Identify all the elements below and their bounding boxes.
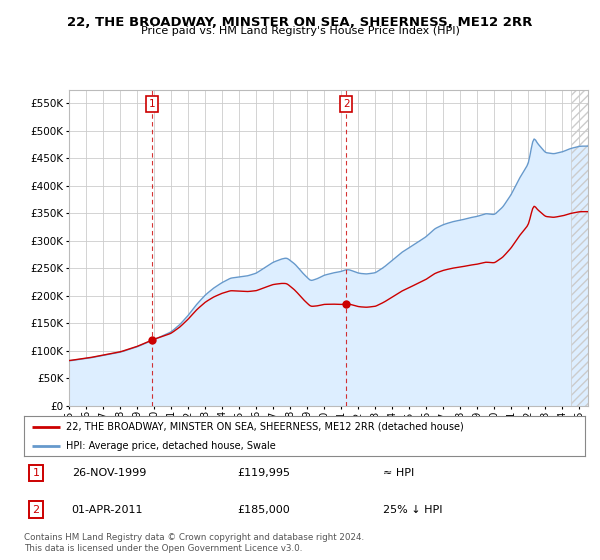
Text: 01-APR-2011: 01-APR-2011 — [71, 505, 143, 515]
Text: £185,000: £185,000 — [237, 505, 290, 515]
Text: Contains HM Land Registry data © Crown copyright and database right 2024.
This d: Contains HM Land Registry data © Crown c… — [24, 533, 364, 553]
Text: £119,995: £119,995 — [237, 468, 290, 478]
Text: 1: 1 — [32, 468, 40, 478]
Text: 25% ↓ HPI: 25% ↓ HPI — [383, 505, 443, 515]
Text: Price paid vs. HM Land Registry's House Price Index (HPI): Price paid vs. HM Land Registry's House … — [140, 26, 460, 36]
Text: 2: 2 — [32, 505, 40, 515]
Text: HPI: Average price, detached house, Swale: HPI: Average price, detached house, Swal… — [66, 441, 276, 450]
Text: 2: 2 — [343, 99, 350, 109]
Text: ≈ HPI: ≈ HPI — [383, 468, 414, 478]
Text: 1: 1 — [149, 99, 155, 109]
Text: 26-NOV-1999: 26-NOV-1999 — [71, 468, 146, 478]
Text: 22, THE BROADWAY, MINSTER ON SEA, SHEERNESS, ME12 2RR (detached house): 22, THE BROADWAY, MINSTER ON SEA, SHEERN… — [66, 422, 464, 432]
Text: 22, THE BROADWAY, MINSTER ON SEA, SHEERNESS, ME12 2RR: 22, THE BROADWAY, MINSTER ON SEA, SHEERN… — [67, 16, 533, 29]
